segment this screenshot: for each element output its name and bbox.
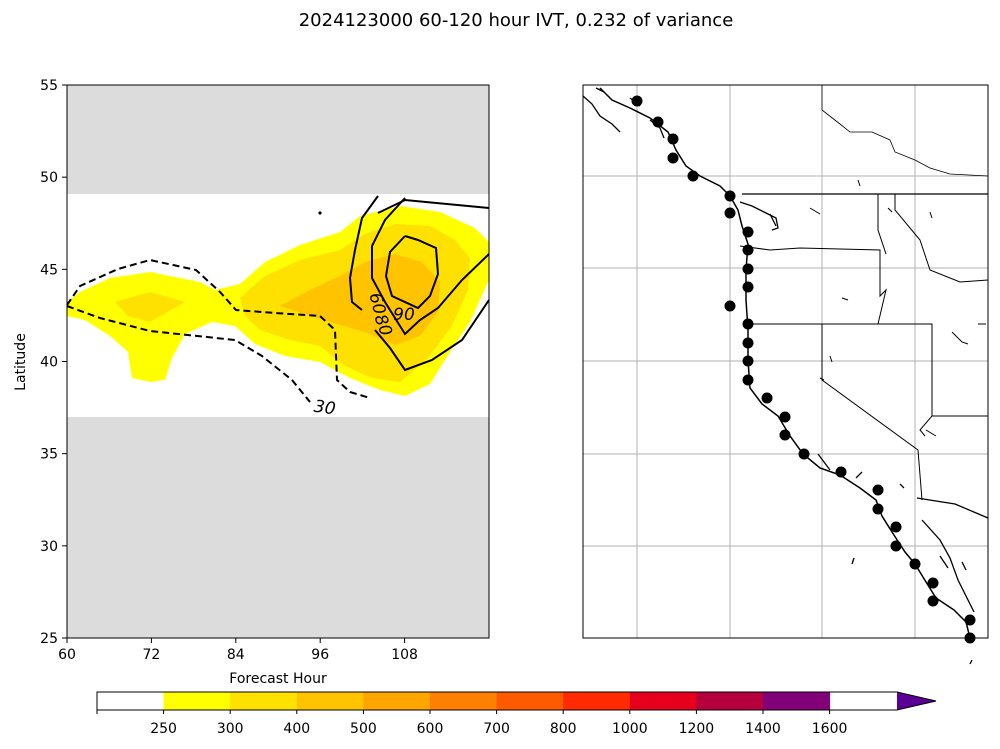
colorbar-cell <box>296 692 364 710</box>
colorbar-cell <box>363 692 431 710</box>
colorbar-cell <box>629 692 697 710</box>
y-tick-label: 40 <box>40 355 58 371</box>
contour-line-60 <box>348 195 490 372</box>
x-tick-label: 84 <box>227 647 245 663</box>
international-border <box>742 193 989 519</box>
station-marker <box>835 466 847 478</box>
y-tick-label: 25 <box>40 631 58 647</box>
fill-contour-400 <box>280 254 440 345</box>
figure-title: 2024123000 60-120 hour IVT, 0.232 of var… <box>299 10 734 31</box>
lakes <box>809 179 986 437</box>
colorbar: 250 300 400 500 600 700 800 1000 1200 1400 1600 <box>96 691 937 737</box>
contour-line-30 <box>66 258 371 403</box>
colorbar-cell <box>230 692 298 710</box>
x-axis-ticks: 60 72 84 96 108 <box>58 638 418 663</box>
colorbar-tick-label: 400 <box>283 721 310 737</box>
x-tick-label: 108 <box>391 647 418 663</box>
station-marker <box>631 95 643 107</box>
station-marker <box>667 152 679 164</box>
station-marker <box>872 503 884 515</box>
colorbar-extend-arrow <box>897 692 936 710</box>
colorbar-ticks: 250 300 400 500 600 700 800 1000 1200 1400 1600 <box>96 710 848 737</box>
colorbar-outline <box>96 691 937 711</box>
station-marker <box>779 411 791 423</box>
colorbar-cell <box>430 692 498 710</box>
colorbar-cell <box>163 692 231 710</box>
station-marker <box>742 263 754 275</box>
station-marker <box>742 337 754 349</box>
map-frame <box>582 84 989 639</box>
station-marker <box>927 595 939 607</box>
station-marker <box>964 614 976 626</box>
station-marker <box>724 300 736 312</box>
station-marker <box>909 558 921 570</box>
station-marker <box>742 355 754 367</box>
x-tick-label: 72 <box>142 647 160 663</box>
station-marker <box>724 207 736 219</box>
station-marker <box>742 374 754 386</box>
masked-band-north <box>67 85 489 194</box>
x-axis-label: Forecast Hour <box>229 671 327 687</box>
x-tick-label: 96 <box>311 647 329 663</box>
station-marker <box>927 577 939 589</box>
colorbar-cell <box>496 692 564 710</box>
map-panel <box>582 84 989 665</box>
station-marker <box>742 318 754 330</box>
station-marker <box>798 448 810 460</box>
station-marker <box>667 133 679 145</box>
station-marker <box>652 116 664 128</box>
y-tick-label: 30 <box>40 539 58 555</box>
y-tick-label: 35 <box>40 447 58 463</box>
station-marker <box>761 392 773 404</box>
masked-band-south <box>67 417 489 638</box>
x-tick-label: 60 <box>58 647 76 663</box>
station-marker <box>890 540 902 552</box>
colorbar-tick-label: 1000 <box>612 721 648 737</box>
station-marker <box>742 226 754 238</box>
contour-speck <box>318 211 322 215</box>
y-tick-label: 50 <box>40 170 58 186</box>
colorbar-tick-label: 500 <box>350 721 377 737</box>
colorbar-tick-label: 1200 <box>679 721 715 737</box>
coastline-islands <box>582 87 975 665</box>
colorbar-cells <box>97 692 831 710</box>
colorbar-tick-label: 300 <box>217 721 244 737</box>
colorbar-tick-label: 1600 <box>812 721 848 737</box>
province-borders <box>821 85 989 177</box>
colorbar-tick-label: 1400 <box>745 721 781 737</box>
station-marker <box>742 281 754 293</box>
colorbar-cell <box>97 692 165 710</box>
contour-line-90 <box>377 198 490 310</box>
colorbar-cell <box>763 692 831 710</box>
colorbar-tick-label: 700 <box>483 721 510 737</box>
colorbar-tick-label: 250 <box>150 721 177 737</box>
station-marker <box>742 244 754 256</box>
y-axis-ticks: 25 30 35 40 45 50 55 <box>40 78 67 647</box>
station-marker <box>890 521 902 533</box>
contour-label-30: 30 <box>313 397 337 420</box>
colorbar-cell <box>696 692 764 710</box>
colorbar-tick-label: 600 <box>417 721 444 737</box>
colorbar-cell <box>563 692 631 710</box>
y-tick-label: 45 <box>40 262 58 278</box>
state-borders <box>739 194 989 501</box>
station-marker <box>779 429 791 441</box>
contour-label-90: 90 <box>393 305 415 325</box>
station-marker <box>872 484 884 496</box>
y-axis-label: Latitude <box>13 333 29 391</box>
coastline <box>599 87 971 639</box>
y-tick-label: 55 <box>40 78 58 94</box>
map-markers <box>631 95 976 644</box>
station-marker <box>724 190 736 202</box>
colorbar-tick-label: 800 <box>550 721 577 737</box>
station-marker <box>687 170 699 182</box>
